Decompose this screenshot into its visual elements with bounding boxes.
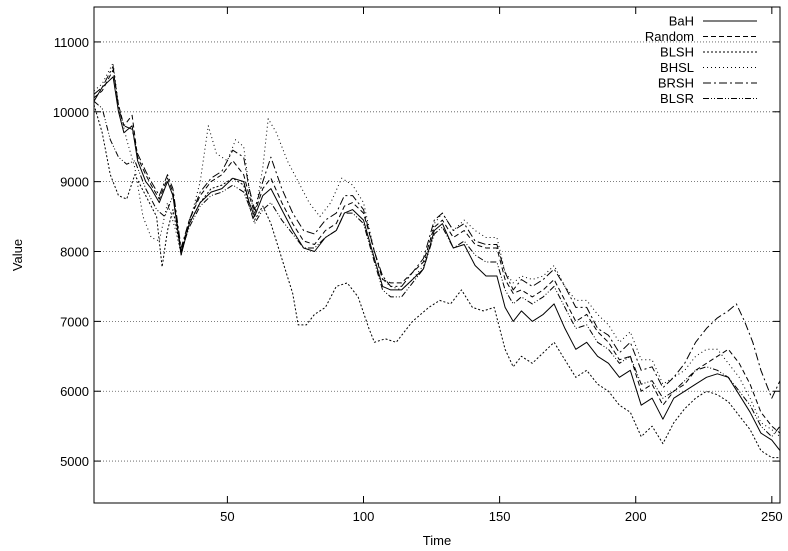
grid-lines <box>94 41 780 462</box>
legend-label: BLSH <box>660 45 694 60</box>
series-line-bah <box>93 76 781 451</box>
legend-label: BHSL <box>660 60 694 75</box>
series-line-bhsl <box>93 62 781 437</box>
series-line-brsh <box>93 65 781 399</box>
x-tick-label: 50 <box>220 509 234 524</box>
plot-frame <box>93 6 781 504</box>
x-tick-label: 250 <box>761 509 783 524</box>
y-tick-label: 11000 <box>54 35 89 50</box>
legend-label: BaH <box>669 14 694 29</box>
legend-label: BRSH <box>658 76 694 91</box>
x-tick-label: 150 <box>489 509 511 524</box>
x-axis-title: Time <box>423 533 451 548</box>
y-tick-label: 9000 <box>60 175 89 190</box>
y-tick-label: 8000 <box>60 245 89 260</box>
legend-label: Random <box>645 29 694 44</box>
axis-ticks: 5000 6000 7000 8000 9000 10000 11000 50 100 150 20… <box>53 7 783 524</box>
series-lines <box>93 62 781 459</box>
y-tick-label: 7000 <box>60 314 89 329</box>
y-axis-title: Value <box>10 239 25 271</box>
series-line-blsr <box>93 100 781 438</box>
x-tick-label: 100 <box>353 509 375 524</box>
x-tick-label: 200 <box>625 509 647 524</box>
y-tick-label: 10000 <box>53 105 89 120</box>
y-tick-label: 5000 <box>60 454 89 469</box>
y-tick-label: 6000 <box>60 384 89 399</box>
series-line-blsh <box>93 104 780 459</box>
legend-label: BLSR <box>660 91 694 106</box>
